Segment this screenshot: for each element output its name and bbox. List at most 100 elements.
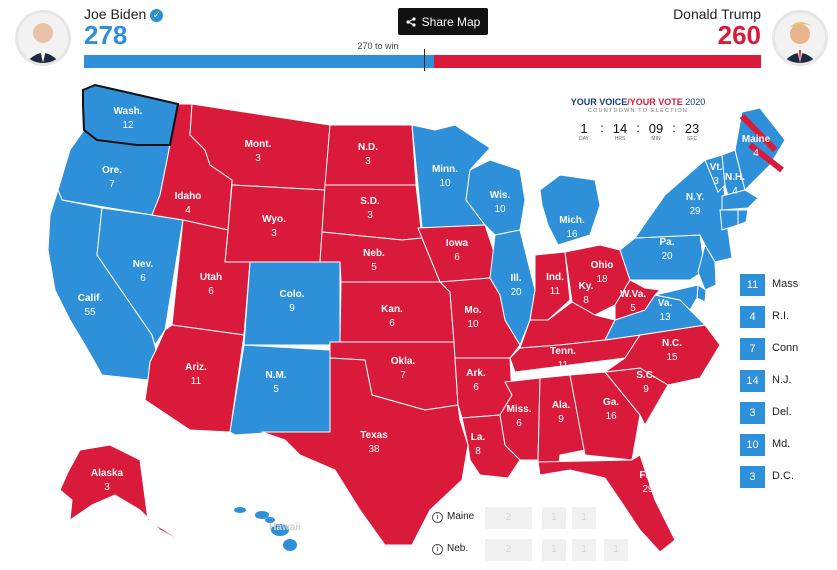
state-fl[interactable] — [537, 454, 676, 553]
state-label-il: Ill. — [510, 273, 521, 284]
state-ev-tn: 11 — [558, 360, 569, 371]
state-il[interactable] — [489, 229, 536, 346]
small-state-row[interactable]: 14 N.J. — [740, 370, 830, 392]
small-state-row[interactable]: 7 Conn — [740, 338, 830, 360]
state-label-in: Ind. — [546, 272, 564, 283]
state-tx[interactable] — [261, 357, 469, 546]
state-label-ky: Ky. — [579, 281, 594, 292]
state-ev-ak: 3 — [104, 482, 110, 493]
split-vote-box[interactable]: 1 — [542, 539, 566, 561]
state-ev-nm: 5 — [273, 384, 279, 395]
countdown-title: YOUR VOICE/YOUR VOTE 2020 — [570, 97, 706, 107]
hawaii-island-3[interactable] — [265, 517, 275, 523]
state-ev-ny: 29 — [689, 206, 701, 217]
small-state-row[interactable]: 11 Mass — [740, 274, 830, 296]
state-label-nh: N.H. — [725, 172, 745, 183]
split-label-text: Maine — [447, 511, 475, 522]
state-ev-il: 20 — [510, 287, 522, 298]
state-ev-ar: 6 — [473, 382, 479, 393]
state-ev-in: 11 — [550, 286, 561, 297]
small-state-ev-box[interactable]: 10 — [740, 434, 765, 456]
hawaii-island-5[interactable] — [283, 539, 297, 551]
state-label-ar: Ark. — [466, 368, 486, 379]
split-vote-box[interactable]: 2 — [485, 507, 532, 529]
split-vote-box[interactable]: 2 — [485, 539, 532, 561]
countdown-subtitle: COUNTDOWN TO ELECTION — [587, 108, 689, 114]
split-vote-box[interactable]: 1 — [542, 507, 566, 529]
state-ma[interactable] — [721, 189, 759, 211]
state-ev-ms: 6 — [516, 418, 522, 429]
state-nd[interactable] — [324, 124, 417, 186]
state-wv[interactable] — [614, 279, 661, 321]
small-state-name: Del. — [772, 406, 792, 418]
state-ev-vt: 3 — [713, 176, 719, 187]
state-ev-mo: 10 — [467, 319, 479, 330]
state-ev-ca: 55 — [84, 307, 96, 318]
countdown-minutes: 09 — [648, 121, 664, 136]
state-ct[interactable] — [719, 209, 739, 231]
split-vote-value: 1 — [551, 512, 557, 523]
state-label-va: Va. — [658, 298, 673, 309]
small-state-ev-box[interactable]: 3 — [740, 466, 765, 488]
state-nm[interactable] — [229, 344, 331, 436]
info-icon[interactable]: i — [432, 544, 443, 555]
state-label-or: Ore. — [102, 165, 122, 176]
win-threshold-marker — [423, 49, 425, 71]
state-az[interactable] — [144, 324, 245, 433]
small-state-row[interactable]: 4 R.I. — [740, 306, 830, 328]
split-vote-box[interactable]: 1 — [604, 539, 628, 561]
electoral-vote-bar — [84, 49, 761, 71]
state-ev-sc: 9 — [643, 384, 649, 395]
state-mi[interactable] — [539, 174, 601, 246]
countdown-hours-label: HRS — [614, 136, 626, 142]
small-state-row[interactable]: 3 D.C. — [740, 466, 830, 488]
small-state-ev-box[interactable]: 7 — [740, 338, 765, 360]
split-vote-value: 2 — [505, 544, 512, 555]
info-icon[interactable]: i — [432, 512, 443, 523]
hawaii-island-1[interactable] — [234, 507, 246, 513]
state-ak[interactable] — [59, 444, 189, 546]
state-md[interactable] — [654, 284, 699, 311]
state-ri[interactable] — [737, 209, 749, 226]
state-label-me: Maine — [742, 134, 771, 145]
small-state-ev-box[interactable]: 11 — [740, 274, 765, 296]
state-label-ia: Iowa — [446, 238, 469, 249]
maine-stripe-2 — [748, 142, 784, 173]
small-state-row[interactable]: 10 Md. — [740, 434, 830, 456]
split-vote-value: 2 — [505, 512, 512, 523]
split-vote-box[interactable]: 1 — [572, 539, 596, 561]
small-state-ev-box[interactable]: 14 — [740, 370, 765, 392]
small-state-row[interactable]: 3 Del. — [740, 402, 830, 424]
biden-avatar — [15, 10, 71, 66]
hawaii-island-4[interactable] — [271, 524, 289, 536]
state-nj[interactable] — [697, 244, 717, 291]
split-vote-box[interactable]: 1 — [572, 507, 596, 529]
trump-electoral-votes: 260 — [717, 20, 761, 50]
state-ev-pa: 20 — [661, 251, 673, 262]
small-state-ev-box[interactable]: 4 — [740, 306, 765, 328]
split-vote-value: 1 — [613, 544, 619, 555]
state-ev-id: 4 — [185, 205, 191, 216]
share-map-button[interactable]: Share Map — [398, 8, 488, 35]
maine-split-stripes — [739, 113, 784, 173]
state-label-tx: Texas — [360, 430, 388, 441]
biden-name: Joe Biden ✓ — [84, 6, 164, 22]
state-label-wv: W.Va. — [620, 289, 646, 300]
state-ev-al: 9 — [558, 414, 564, 425]
state-me[interactable] — [734, 107, 786, 191]
state-ev-mi: 16 — [566, 229, 578, 240]
small-state-name: Md. — [772, 438, 791, 450]
split-vote-value: 1 — [551, 544, 557, 555]
state-label-ca: Calif. — [78, 293, 103, 304]
hawaii-island-2[interactable] — [255, 511, 269, 519]
state-ev-wa: 12 — [122, 120, 134, 131]
split-label-text: Neb. — [447, 543, 469, 554]
state-label-mi: Mich. — [559, 215, 585, 226]
state-ev-ga: 16 — [605, 411, 617, 422]
small-state-ev-box[interactable]: 3 — [740, 402, 765, 424]
state-label-tn: Tenn. — [550, 346, 576, 357]
state-ny[interactable] — [634, 159, 733, 263]
small-state-name: R.I. — [772, 310, 790, 322]
state-label-nc: N.C. — [662, 338, 682, 349]
state-ev-wy: 3 — [271, 228, 277, 239]
